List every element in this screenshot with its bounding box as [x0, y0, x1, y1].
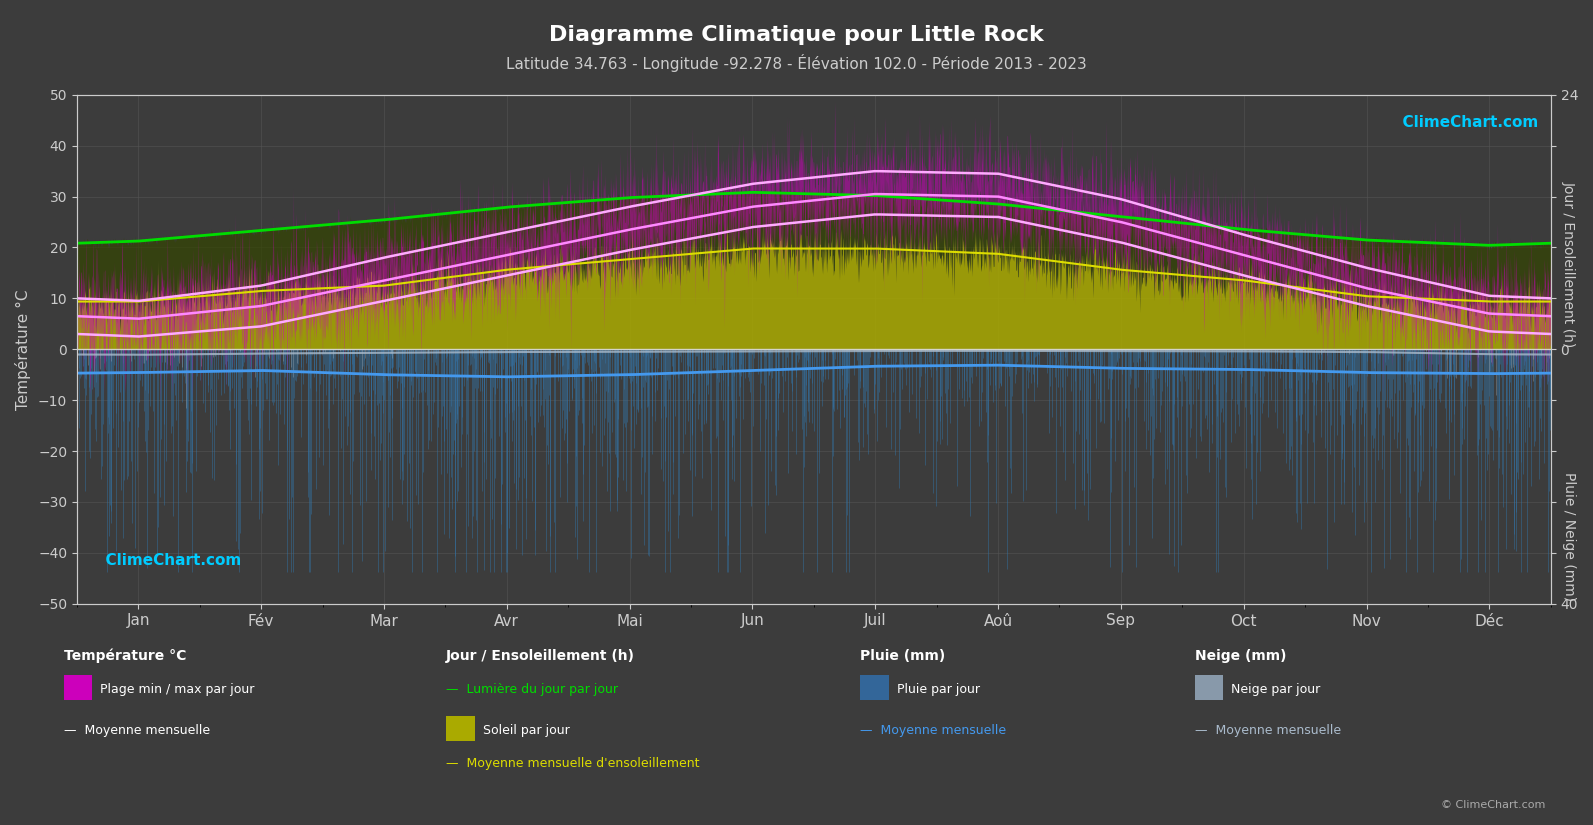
Text: Diagramme Climatique pour Little Rock: Diagramme Climatique pour Little Rock — [550, 25, 1043, 45]
Text: Neige (mm): Neige (mm) — [1195, 649, 1286, 663]
Text: ClimeChart.com: ClimeChart.com — [1392, 116, 1539, 130]
Text: —  Lumière du jour par jour: — Lumière du jour par jour — [446, 683, 618, 696]
Text: Soleil par jour: Soleil par jour — [483, 724, 569, 738]
Text: —  Moyenne mensuelle: — Moyenne mensuelle — [860, 724, 1007, 738]
Text: —  Moyenne mensuelle: — Moyenne mensuelle — [64, 724, 210, 738]
Text: Plage min / max par jour: Plage min / max par jour — [100, 683, 255, 696]
Text: Jour / Ensoleillement (h): Jour / Ensoleillement (h) — [1563, 181, 1575, 347]
Text: Latitude 34.763 - Longitude -92.278 - Élévation 102.0 - Période 2013 - 2023: Latitude 34.763 - Longitude -92.278 - Él… — [507, 54, 1086, 72]
Text: —  Moyenne mensuelle: — Moyenne mensuelle — [1195, 724, 1341, 738]
Y-axis label: Température °C: Température °C — [14, 289, 30, 409]
Text: Jour / Ensoleillement (h): Jour / Ensoleillement (h) — [446, 649, 636, 663]
Text: Pluie par jour: Pluie par jour — [897, 683, 980, 696]
Text: © ClimeChart.com: © ClimeChart.com — [1440, 800, 1545, 810]
Text: Pluie (mm): Pluie (mm) — [860, 649, 946, 663]
Text: —  Moyenne mensuelle d'ensoleillement: — Moyenne mensuelle d'ensoleillement — [446, 757, 699, 771]
Text: ClimeChart.com: ClimeChart.com — [96, 553, 242, 568]
Text: Neige par jour: Neige par jour — [1231, 683, 1321, 696]
Text: Pluie / Neige (mm): Pluie / Neige (mm) — [1563, 472, 1575, 601]
Text: Température °C: Température °C — [64, 648, 186, 663]
